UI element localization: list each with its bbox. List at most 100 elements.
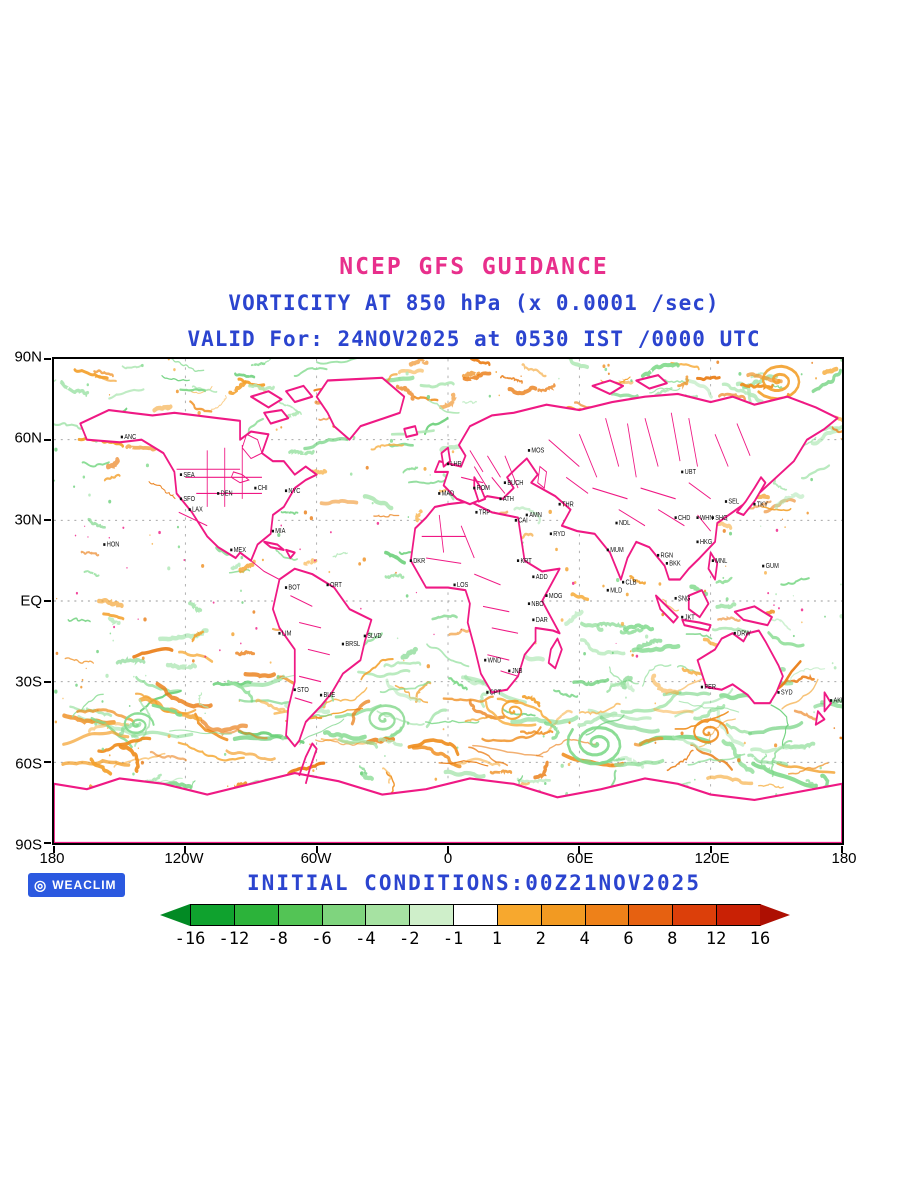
vorticity-filament bbox=[103, 473, 121, 482]
vorticity-filament bbox=[238, 562, 255, 574]
station-label: CLB bbox=[626, 579, 637, 587]
vorticity-speckle bbox=[405, 594, 409, 598]
vorticity-filament bbox=[793, 709, 819, 721]
vorticity-speckle bbox=[610, 763, 614, 767]
vorticity-speckle bbox=[495, 371, 498, 374]
vorticity-speckle bbox=[602, 364, 606, 369]
vorticity-filament bbox=[620, 690, 682, 714]
vorticity-speckle bbox=[611, 651, 614, 655]
borders-europe bbox=[461, 450, 519, 494]
vorticity-filament bbox=[226, 679, 254, 703]
station-marker bbox=[326, 583, 329, 587]
station-label: MAD bbox=[442, 490, 455, 498]
vorticity-speckle bbox=[143, 617, 147, 622]
vorticity-speckle bbox=[433, 633, 435, 636]
vorticity-filament bbox=[384, 550, 406, 565]
station-label: MUM bbox=[610, 547, 624, 555]
vorticity-filament bbox=[839, 736, 842, 740]
vorticity-speckle bbox=[389, 438, 394, 443]
station-label: AKL bbox=[833, 697, 842, 705]
vorticity-speckle bbox=[329, 531, 332, 534]
vorticity-filament bbox=[221, 729, 268, 740]
vorticity-speckle bbox=[109, 632, 112, 635]
vorticity-speckle bbox=[743, 741, 746, 745]
station-label: MLD bbox=[610, 587, 622, 595]
vorticity-speckle bbox=[359, 771, 363, 776]
station-marker bbox=[558, 502, 561, 506]
vorticity-speckle bbox=[240, 556, 244, 560]
station-label: UBT bbox=[685, 469, 696, 477]
lat-tick-label: EQ bbox=[20, 592, 42, 610]
vorticity-speckle bbox=[132, 772, 135, 776]
vorticity-speckle bbox=[833, 666, 837, 670]
vorticity-filament bbox=[107, 616, 121, 626]
station-marker bbox=[284, 586, 288, 589]
station-label: SEA bbox=[183, 471, 195, 479]
vorticity-speckle bbox=[54, 689, 58, 694]
vorticity-speckle bbox=[108, 499, 112, 504]
lon-tick-label: 120E bbox=[694, 850, 730, 867]
vorticity-speckle bbox=[85, 667, 87, 670]
vorticity-filament bbox=[721, 739, 755, 774]
vorticity-speckle bbox=[167, 734, 171, 739]
vorticity-filament bbox=[631, 643, 681, 653]
vorticity-speckle bbox=[226, 785, 229, 788]
vorticity-speckle bbox=[725, 565, 727, 567]
station-marker bbox=[777, 691, 780, 694]
vorticity-speckle bbox=[96, 649, 99, 654]
vorticity-filament bbox=[472, 744, 544, 758]
vorticity-speckle bbox=[407, 516, 410, 518]
vorticity-speckle bbox=[101, 700, 104, 703]
station-label: SEL bbox=[728, 498, 739, 506]
land-japan bbox=[736, 476, 767, 517]
vorticity-speckle bbox=[241, 601, 244, 604]
station-marker bbox=[438, 492, 441, 495]
vorticity-filament bbox=[572, 678, 610, 687]
vorticity-filament bbox=[59, 380, 90, 396]
vorticity-filament bbox=[200, 719, 248, 734]
land-uk bbox=[440, 446, 452, 468]
vorticity-filament bbox=[408, 478, 447, 485]
vorticity-speckle bbox=[815, 377, 818, 380]
vorticity-speckle bbox=[309, 516, 314, 521]
vorticity-speckle bbox=[312, 769, 315, 772]
vorticity-filament bbox=[537, 383, 556, 393]
vorticity-speckle bbox=[738, 372, 742, 376]
vorticity-speckle bbox=[192, 780, 194, 783]
station-marker bbox=[711, 559, 714, 563]
vorticity-speckle bbox=[212, 601, 215, 604]
vorticity-speckle bbox=[167, 566, 171, 571]
vorticity-speckle bbox=[560, 763, 564, 768]
vorticity-speckle bbox=[800, 608, 804, 612]
station-label: WHN bbox=[700, 514, 714, 522]
vorticity-filament bbox=[148, 481, 176, 500]
vorticity-filament bbox=[716, 709, 745, 747]
colorbar-segment bbox=[672, 904, 718, 926]
vorticity-filament bbox=[102, 612, 125, 621]
vorticity-filament bbox=[750, 745, 807, 754]
lon-tick-mark bbox=[841, 846, 843, 853]
vorticity-filament bbox=[236, 674, 286, 688]
vorticity-filament bbox=[580, 621, 604, 632]
vorticity-filament bbox=[767, 631, 805, 648]
vorticity-speckle bbox=[833, 727, 836, 730]
colorbar-segment bbox=[190, 904, 235, 926]
vorticity-filament bbox=[746, 372, 783, 384]
vorticity-speckle bbox=[167, 359, 170, 361]
vorticity-filament bbox=[636, 638, 663, 650]
vorticity-speckle bbox=[607, 372, 610, 376]
vorticity-speckle bbox=[223, 752, 227, 756]
vorticity-speckle bbox=[760, 525, 762, 527]
station-marker bbox=[503, 481, 507, 485]
vorticity-speckle bbox=[607, 363, 610, 367]
station-marker bbox=[188, 508, 191, 511]
vorticity-speckle bbox=[615, 642, 617, 645]
vorticity-filament bbox=[419, 381, 455, 389]
vorticity-filament bbox=[80, 550, 100, 557]
station-label: ATH bbox=[503, 495, 514, 503]
station-label: DAR bbox=[536, 616, 548, 624]
vorticity-filament bbox=[299, 718, 345, 745]
vorticity-filament bbox=[619, 628, 644, 635]
borders-asia bbox=[537, 412, 751, 532]
vorticity-speckle bbox=[840, 359, 842, 362]
